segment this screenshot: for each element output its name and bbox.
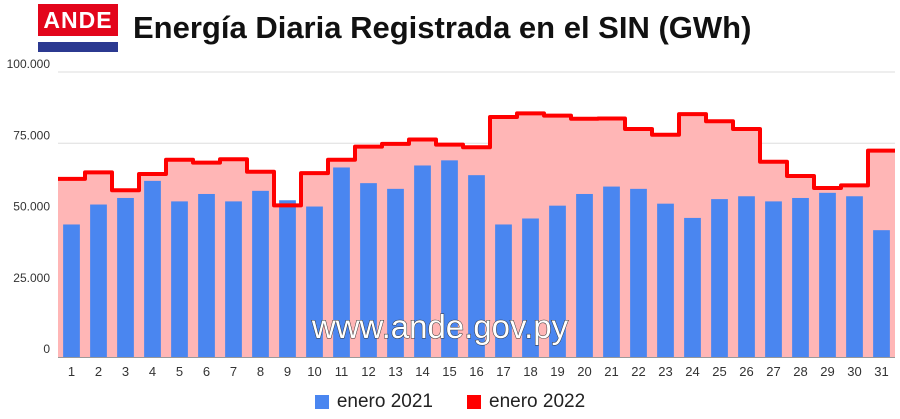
x-tick-label: 11 — [335, 364, 349, 379]
line-layer — [58, 111, 895, 208]
legend-label-2021: enero 2021 — [336, 391, 433, 412]
x-tick-label: 17 — [496, 364, 510, 379]
x-tick-label: 18 — [523, 364, 537, 379]
logo-blue-stripe — [38, 42, 118, 52]
x-tick-label: 12 — [361, 364, 375, 379]
legend-swatch-2022 — [467, 395, 481, 409]
bar-2021 — [198, 193, 215, 357]
bar-2021 — [252, 190, 269, 357]
bar-2021 — [495, 224, 512, 357]
x-tick-label: 3 — [122, 364, 129, 379]
x-tick-label: 30 — [847, 364, 861, 379]
x-tick-label: 2 — [95, 364, 102, 379]
bar-2021 — [90, 204, 107, 357]
bar-2021 — [657, 203, 674, 357]
bar-2021 — [306, 206, 323, 357]
bar-2021 — [333, 167, 350, 357]
legend-item-2022: enero 2022 — [467, 391, 585, 413]
bar-2021 — [765, 201, 782, 357]
bar-2021 — [630, 188, 647, 357]
bar-2021 — [576, 193, 593, 357]
bar-2021 — [846, 196, 863, 357]
chart-title: Energía Diaria Registrada en el SIN (GWh… — [133, 10, 752, 45]
x-tick-label: 4 — [149, 364, 156, 379]
x-tick-label: 20 — [577, 364, 591, 379]
x-tick-label: 16 — [469, 364, 483, 379]
x-tick-label: 21 — [604, 364, 618, 379]
x-tick-label: 6 — [203, 364, 210, 379]
bar-2021 — [522, 218, 539, 357]
bar-2021 — [441, 160, 458, 357]
x-tick-label: 1 — [68, 364, 75, 379]
x-tick-label: 14 — [415, 364, 429, 379]
x-tick-label: 9 — [284, 364, 291, 379]
x-tick-label: 5 — [176, 364, 183, 379]
bar-2021 — [792, 197, 809, 357]
legend-label-2022: enero 2022 — [489, 391, 586, 412]
bar-2021 — [279, 200, 296, 357]
legend-item-2021: enero 2021 — [314, 391, 433, 413]
legend: enero 2021 enero 2022 — [0, 391, 900, 413]
x-tick-label: 23 — [658, 364, 672, 379]
x-tick-label: 27 — [766, 364, 780, 379]
watermark: www.ande.gov.py — [311, 308, 569, 345]
bar-2021 — [117, 197, 134, 357]
y-tick-label: 0 — [43, 342, 50, 356]
x-tick-label: 29 — [820, 364, 834, 379]
x-tick-label: 15 — [442, 364, 456, 379]
bar-2021 — [387, 188, 404, 357]
logo-white-stripe — [38, 36, 118, 42]
bar-2021 — [549, 205, 566, 357]
bar-2021 — [414, 165, 431, 357]
x-tick-label: 26 — [739, 364, 753, 379]
bar-2021 — [468, 175, 485, 357]
x-tick-label: 10 — [307, 364, 321, 379]
logo-text: ANDE — [38, 4, 118, 36]
x-tick-label: 25 — [712, 364, 726, 379]
x-tick-label: 28 — [793, 364, 807, 379]
y-tick-label: 100.000 — [7, 57, 51, 71]
y-tick-label: 50.000 — [13, 200, 50, 214]
ande-logo: ANDE — [38, 4, 118, 52]
x-tick-label: 22 — [631, 364, 645, 379]
x-tick-label: 7 — [230, 364, 237, 379]
bar-2021 — [225, 201, 242, 357]
series-2022-line — [58, 111, 895, 208]
x-tick-label: 24 — [685, 364, 699, 379]
bar-2021 — [144, 180, 161, 357]
y-tick-label: 25.000 — [13, 271, 50, 285]
x-tick-label: 13 — [388, 364, 402, 379]
legend-swatch-2021 — [314, 395, 329, 409]
bar-2021 — [360, 183, 377, 357]
bar-2021 — [684, 217, 701, 357]
bar-2021 — [711, 199, 728, 357]
bar-2021 — [873, 230, 890, 357]
x-tick-label: 19 — [550, 364, 564, 379]
y-tick-label: 75.000 — [13, 128, 50, 142]
bar-2021 — [63, 224, 80, 357]
x-tick-label: 31 — [874, 364, 888, 379]
bar-2021 — [738, 196, 755, 357]
x-tick-label: 8 — [257, 364, 264, 379]
bar-2021 — [819, 192, 836, 357]
bar-2021 — [603, 186, 620, 357]
bar-2021 — [171, 201, 188, 357]
bar-layer — [63, 160, 890, 357]
